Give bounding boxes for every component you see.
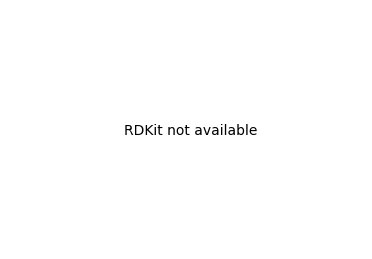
Text: RDKit not available: RDKit not available xyxy=(124,124,257,138)
